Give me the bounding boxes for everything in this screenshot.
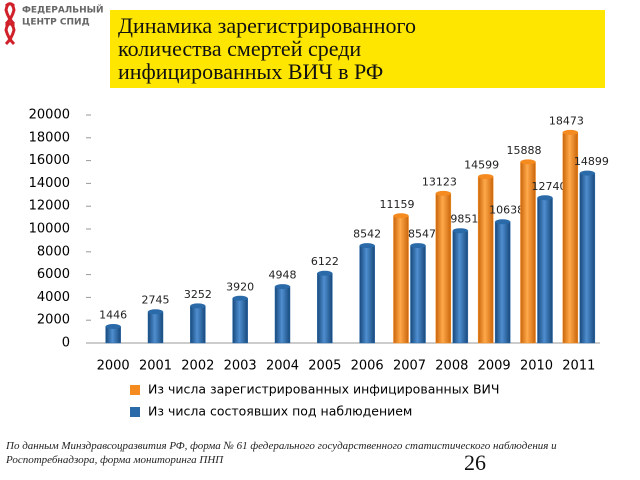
chart-title: количества смертей среди bbox=[118, 36, 362, 61]
bar-cap bbox=[317, 270, 333, 276]
footnote: По данным Минздравсоцразвития РФ, форма … bbox=[6, 440, 557, 466]
bar-cap bbox=[478, 174, 494, 180]
data-label: 6122 bbox=[311, 255, 339, 268]
data-label: 3920 bbox=[226, 280, 254, 293]
x-tick-label: 2003 bbox=[224, 359, 257, 374]
data-label: 12740 bbox=[532, 180, 567, 193]
data-label: 14599 bbox=[464, 159, 499, 172]
bar bbox=[147, 311, 164, 344]
bar bbox=[494, 221, 511, 344]
bar-cap bbox=[537, 195, 553, 201]
bar-cap bbox=[562, 129, 578, 135]
data-label: 15888 bbox=[507, 144, 542, 157]
bar-cap bbox=[148, 309, 163, 315]
bar bbox=[452, 230, 469, 344]
bar-cap bbox=[105, 324, 121, 330]
bar-cap bbox=[435, 190, 451, 196]
page-number: 26 bbox=[464, 450, 486, 475]
y-tick-label: 0 bbox=[62, 336, 70, 351]
data-label: 10638 bbox=[489, 204, 524, 217]
x-tick-label: 2008 bbox=[435, 359, 468, 374]
bar-cap bbox=[393, 213, 409, 219]
bar-cap bbox=[190, 303, 206, 309]
bar-cap bbox=[452, 228, 468, 234]
bar-cap bbox=[275, 284, 290, 290]
data-label: 18473 bbox=[549, 114, 584, 127]
legend-label: Из числа зарегистрированных инфицированн… bbox=[148, 382, 499, 397]
x-tick-label: 2005 bbox=[308, 359, 341, 374]
y-tick-label: 18000 bbox=[29, 130, 70, 145]
logo-text: ЦЕНТР СПИД bbox=[22, 18, 90, 28]
bar-cap bbox=[410, 243, 426, 249]
data-label: 14899 bbox=[574, 155, 609, 168]
y-tick-label: 2000 bbox=[37, 313, 70, 328]
x-tick-label: 2010 bbox=[520, 359, 553, 374]
data-label: 4948 bbox=[269, 269, 297, 282]
bar-cap bbox=[579, 170, 595, 176]
x-tick-label: 2001 bbox=[139, 359, 172, 374]
y-tick-label: 14000 bbox=[29, 176, 70, 191]
data-label: 8542 bbox=[353, 228, 381, 241]
y-tick-label: 20000 bbox=[29, 108, 70, 123]
chart-title: инфицированных ВИЧ в РФ bbox=[118, 59, 384, 84]
bar bbox=[359, 245, 375, 344]
logo-ribbon bbox=[4, 2, 16, 26]
y-tick-label: 12000 bbox=[29, 199, 70, 214]
bar bbox=[477, 176, 494, 344]
data-label: 1446 bbox=[99, 309, 127, 322]
chart-title: Динамика зарегистрированного bbox=[118, 13, 416, 38]
y-tick-label: 6000 bbox=[37, 267, 70, 282]
bar bbox=[410, 245, 426, 344]
bar bbox=[435, 193, 452, 344]
bar-cap bbox=[520, 159, 536, 165]
data-label: 2745 bbox=[142, 294, 170, 307]
data-label: 13123 bbox=[422, 175, 457, 188]
x-tick-label: 2006 bbox=[351, 359, 384, 374]
bar bbox=[579, 172, 596, 344]
bar-cap bbox=[495, 219, 511, 225]
bar bbox=[537, 197, 553, 344]
legend-label: Из числа состоявших под наблюдением bbox=[148, 404, 412, 419]
logo: ФЕДЕРАЛЬНЫЙ ЦЕНТР СПИД bbox=[4, 2, 104, 46]
x-tick-label: 2007 bbox=[393, 359, 426, 374]
data-label: 3252 bbox=[184, 288, 212, 301]
title-box: Динамика зарегистрированного количества … bbox=[110, 10, 605, 88]
y-tick-label: 4000 bbox=[37, 290, 70, 305]
y-tick-label: 16000 bbox=[29, 153, 70, 168]
bar-cap bbox=[359, 243, 375, 249]
data-label: 9851 bbox=[450, 213, 478, 226]
logo-ribbon bbox=[4, 22, 16, 46]
bar bbox=[190, 305, 206, 344]
x-tick-label: 2011 bbox=[562, 359, 595, 374]
bar bbox=[232, 298, 248, 344]
legend-swatch bbox=[130, 407, 140, 417]
bar bbox=[393, 215, 409, 344]
x-tick-label: 2000 bbox=[97, 359, 130, 374]
data-label: 11159 bbox=[380, 198, 415, 211]
legend-swatch bbox=[130, 385, 140, 395]
x-tick-label: 2009 bbox=[478, 359, 511, 374]
y-tick-label: 8000 bbox=[37, 244, 70, 259]
bar-cap bbox=[232, 295, 248, 301]
y-tick-label: 10000 bbox=[29, 222, 70, 237]
bar bbox=[317, 272, 333, 344]
bar bbox=[274, 286, 291, 344]
x-tick-label: 2002 bbox=[181, 359, 214, 374]
x-tick-label: 2004 bbox=[266, 359, 299, 374]
logo-text: ФЕДЕРАЛЬНЫЙ bbox=[22, 4, 104, 16]
data-label: 8547 bbox=[408, 228, 436, 241]
